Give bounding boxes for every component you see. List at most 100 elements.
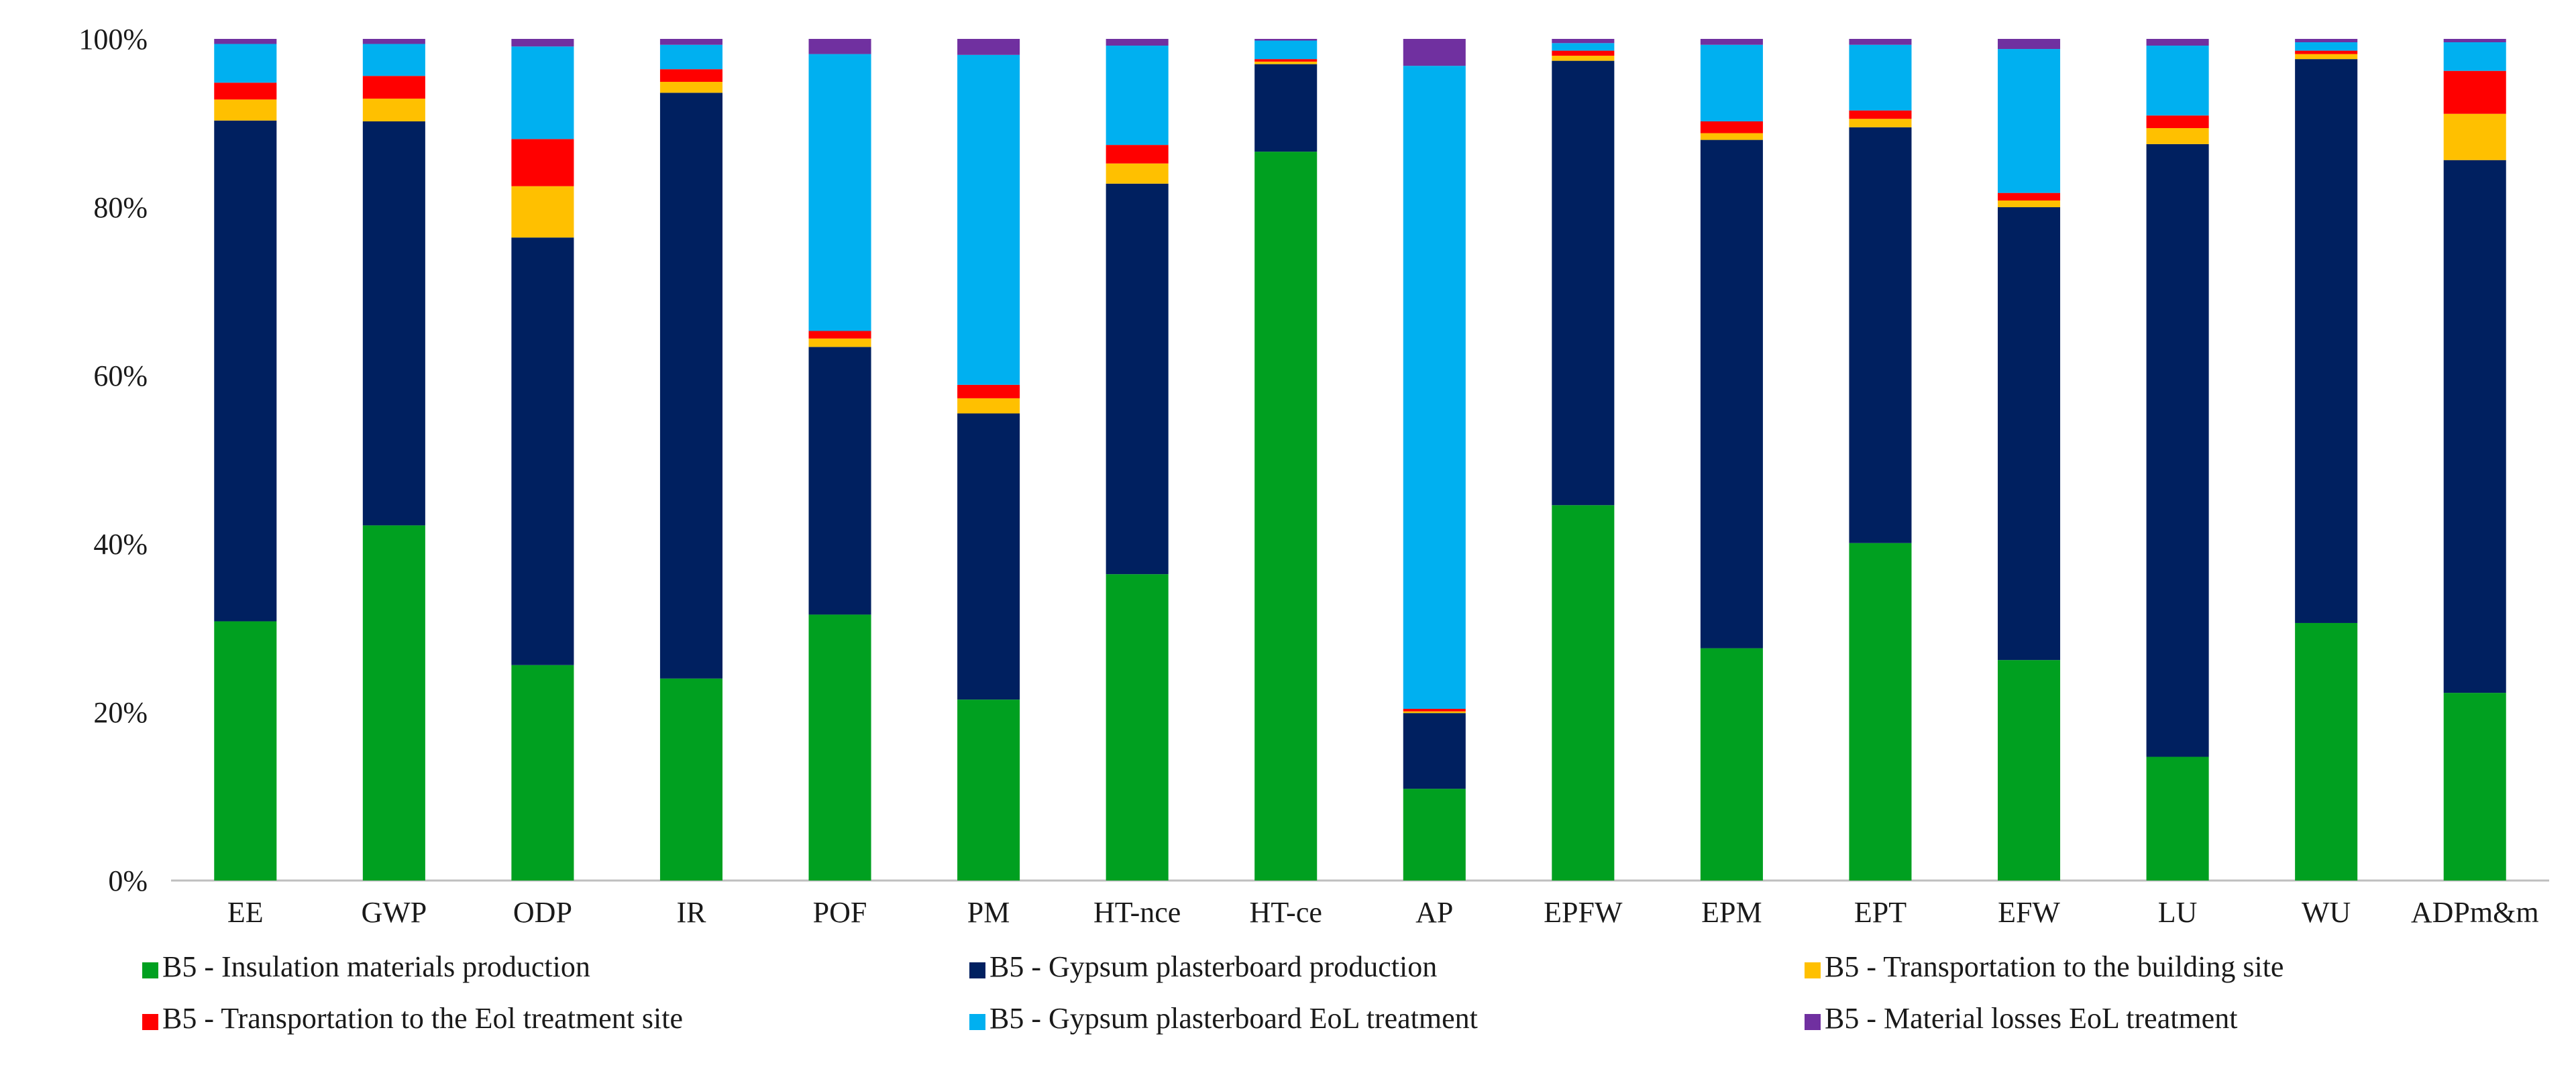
bar-segment [1403,711,1466,714]
bar-segment [1403,713,1466,789]
bar-segment [1700,44,1763,121]
bar-stack-PM [957,39,1020,881]
bar-segment [214,39,277,44]
bar-segment [2295,54,2358,60]
bar-segment [659,82,722,93]
bar-segment [2295,42,2358,51]
bar-segment [1700,121,1763,133]
bar-segment [957,398,1020,414]
bar-segment [1106,163,1169,184]
bar-stack-ADPm&m [2443,39,2506,881]
bar-segment [808,347,871,615]
bar-segment [511,46,574,139]
bar-segment [1254,152,1318,881]
bar-stack-EPM [1700,39,1763,881]
bar-segment [1106,46,1169,146]
legend-item: B5 - Gypsum plasterboard production [969,950,1437,983]
bar-segment [214,82,277,100]
bar-segment [2295,50,2358,54]
bar-segment [2295,622,2358,881]
bar-segment [214,99,277,121]
x-tick-label: EFW [1998,896,2060,929]
bar-segment [1998,207,2061,661]
bar-segment [1998,49,2061,193]
bar-segment [1552,505,1615,881]
bar-segment [362,44,425,76]
legend-label: B5 - Gypsum plasterboard production [989,950,1437,983]
bar-segment [1254,64,1318,152]
x-tick-label: LU [2158,896,2198,929]
bar-segment [808,39,871,54]
y-tick-label: 100% [78,23,148,56]
x-axis-labels: EE GWP ODP IR POF PM HT-nce HT-ce AP EPFW EPM EPT EF… [227,896,2539,929]
bar-segment [214,621,277,881]
legend-label: B5 - Transportation to the building site [1825,950,2284,983]
bar-segment [362,99,425,121]
bar-segment [1700,133,1763,140]
bar-segment [511,39,574,47]
x-tick-label: PM [967,896,1010,929]
bar-segment [511,237,574,665]
bar-segment [1552,43,1615,51]
bar-segment [1403,708,1466,712]
bar-segment [659,44,722,70]
bar-segment [1998,660,2061,881]
x-tick-label: WU [2302,896,2351,929]
bar-segment [1849,110,1912,119]
bar-segment [2146,46,2209,116]
x-tick-label: GWP [361,896,427,929]
x-tick-label: HT-nce [1093,896,1181,929]
bar-segment [2443,160,2506,693]
x-tick-label: EPT [1854,896,1907,929]
bar-stack-WU [2295,39,2358,881]
bar-segment [659,69,722,82]
bar-segment [2443,113,2506,160]
bar-segment [1403,39,1466,66]
x-tick-label: AP [1415,896,1453,929]
legend-swatch [1805,1014,1821,1030]
legend-item: B5 - Gypsum plasterboard EoL treatment [969,1002,1478,1035]
legend-label: B5 - Material losses EoL treatment [1825,1002,2237,1035]
x-tick-label: ADPm&m [2411,896,2539,929]
bar-segment [808,54,871,331]
bar-stack-ODP [511,39,574,881]
legend-swatch [969,962,985,978]
bar-segment [659,39,722,45]
x-tick-label: POF [813,896,867,929]
legend-swatch [969,1014,985,1030]
bar-segment [1403,789,1466,881]
bar-segment [957,384,1020,398]
legend-swatch [142,1014,158,1030]
legend-item: B5 - Material losses EoL treatment [1805,1002,2237,1035]
y-tick-label: 40% [93,528,148,561]
bar-segment [2295,39,2358,43]
bar-segment [1700,139,1763,648]
x-tick-label: ODP [513,896,572,929]
bar-stack-EFW [1998,39,2061,881]
bar-segment [808,331,871,339]
legend-label: B5 - Transportation to the Eol treatment… [162,1002,683,1035]
bar-segment [2443,693,2506,881]
bar-segment [214,44,277,83]
bar-segment [1403,66,1466,709]
bar-segment [2146,115,2209,129]
bar-segment [1106,574,1169,881]
bar-segment [1998,192,2061,201]
bar-segment [957,413,1020,700]
bar-segment [362,76,425,99]
bar-segment [511,665,574,881]
legend-label: B5 - Insulation materials production [162,950,590,983]
bar-segment [957,699,1020,881]
bar-segment [1849,39,1912,45]
y-tick-label: 20% [93,696,148,729]
bar-stack-EPT [1849,39,1912,881]
legend-item: B5 - Insulation materials production [142,950,590,983]
bar-stack-LU [2146,39,2209,881]
bar-segment [511,186,574,238]
bar-segment [1849,127,1912,543]
bar-segment [1849,44,1912,111]
bar-segment [957,54,1020,385]
bar-segment [1254,40,1318,60]
bar-segment [2443,42,2506,71]
